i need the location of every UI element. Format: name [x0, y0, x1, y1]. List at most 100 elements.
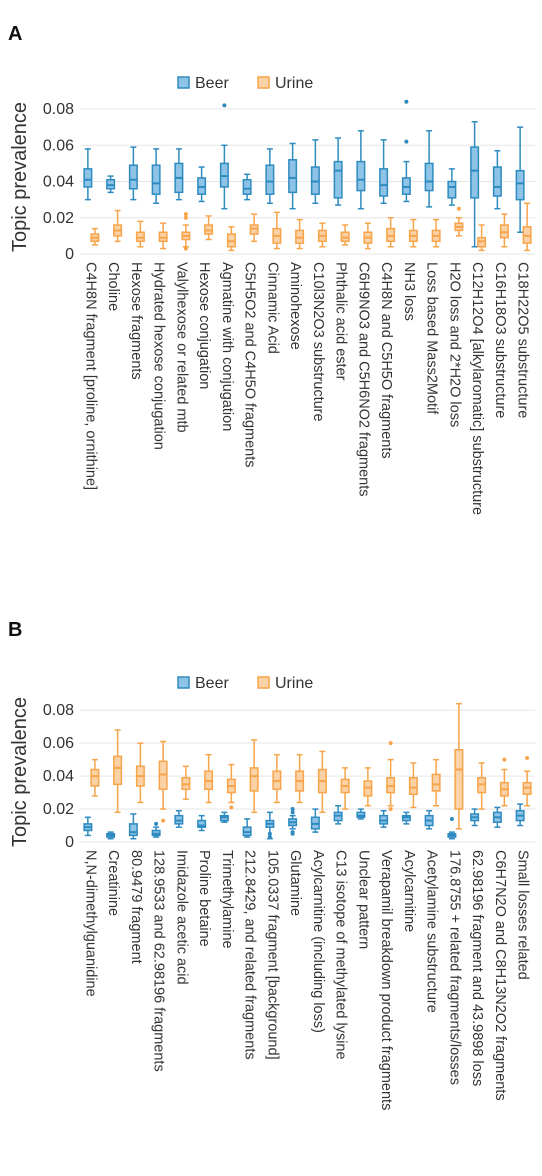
box-urine [90, 758, 100, 797]
box-urine [408, 762, 418, 809]
outlier-point [161, 818, 166, 823]
box-urine [386, 217, 396, 248]
box-urine [272, 753, 282, 804]
box-iqr [492, 166, 502, 197]
y-tick-label: 0.08 [43, 101, 74, 118]
box-beer [219, 103, 229, 210]
x-category-label: C6H9NO3 and C5H6NO2 fragments [355, 262, 371, 497]
x-category-label: Proline betaine [196, 850, 212, 947]
box-beer [470, 808, 480, 827]
outlier-point [404, 99, 409, 104]
box-urine [113, 209, 123, 243]
box-iqr [83, 168, 93, 188]
outlier-point [290, 830, 295, 835]
box-beer [401, 99, 411, 203]
box-urine [431, 218, 441, 248]
outlier-point [290, 810, 295, 815]
box-urine [181, 212, 191, 251]
box-urine [249, 739, 259, 814]
outlier-point [183, 212, 188, 217]
box-urine [522, 202, 532, 252]
outlier-point [388, 807, 393, 812]
outlier-point [290, 807, 295, 812]
box-iqr [128, 823, 138, 837]
y-tick-label: 0.04 [43, 174, 74, 191]
x-category-label: 176.8755 + related fragments/losses [446, 850, 462, 1085]
box-iqr [424, 162, 434, 192]
box-urine [499, 757, 509, 807]
box-urine [522, 756, 532, 807]
box-urine [272, 211, 282, 250]
box-beer [174, 809, 184, 828]
box-beer [83, 816, 93, 837]
box-beer [128, 146, 138, 201]
box-urine [340, 767, 350, 810]
x-category-label: Agmatine with conjugation [219, 262, 235, 431]
box-urine [226, 763, 236, 810]
box-beer [310, 139, 320, 205]
box-iqr [249, 767, 259, 792]
box-urine [317, 750, 327, 814]
legend-swatch-beer [177, 676, 190, 689]
legend-swatch-urine [257, 676, 270, 689]
x-category-label: C6H7N2O and C8H13N2O2 fragments [492, 850, 508, 1101]
x-category-label: C18H22O5 substructure [515, 262, 531, 418]
box-urine [340, 224, 350, 246]
outlier-point [525, 756, 530, 760]
box-beer [151, 821, 161, 838]
x-category-label: C4H8N fragment [proline, ornithine] [82, 262, 98, 490]
box-iqr [197, 819, 207, 828]
box-beer [356, 808, 366, 820]
x-category-label: C12H12O4 [alkylaromatic] substructure [469, 262, 485, 515]
box-urine [226, 226, 236, 252]
box-beer [288, 142, 298, 210]
box-urine [204, 753, 214, 804]
box-beer [83, 148, 93, 201]
box-beer [265, 811, 275, 840]
box-urine [158, 740, 168, 823]
x-category-label: Choline [105, 262, 121, 311]
box-iqr [128, 164, 138, 190]
y-tick-label: 0.06 [43, 137, 74, 154]
outlier-point [449, 816, 454, 821]
box-beer [424, 809, 434, 830]
box-beer [197, 814, 207, 832]
x-category-label: Acylcarnitine (including loss) [310, 850, 326, 1033]
box-iqr [265, 164, 275, 195]
box-urine [181, 765, 191, 800]
y-tick-label: 0 [65, 834, 74, 851]
x-category-label: NH3 loss [401, 262, 417, 321]
box-urine [135, 742, 145, 804]
box-urine [113, 729, 123, 814]
box-beer [219, 811, 229, 823]
x-category-label: C10l3N2O3 substructure [310, 262, 326, 422]
x-category-label: 80.9479 fragment [128, 850, 144, 964]
x-category-label: Cinnamic Acid [264, 262, 280, 354]
box-beer [151, 148, 161, 205]
box-urine [158, 222, 168, 250]
x-category-label: C5H5O2 and C4H5O fragments [242, 262, 258, 468]
box-iqr [408, 777, 418, 795]
x-category-label: Small losses related [515, 850, 531, 980]
box-iqr [379, 168, 389, 197]
legend-label-urine: Urine [275, 75, 313, 92]
y-tick-label: 0 [65, 246, 74, 263]
box-beer [515, 803, 525, 827]
panel-a: A Beer Urine 0 0.02 0.04 0.06 0.08 Topic prevale… [8, 23, 535, 515]
box-urine [295, 753, 305, 804]
box-iqr [151, 164, 161, 195]
box-beer [447, 816, 457, 840]
outlier-point [267, 835, 272, 840]
panel-letter: B [8, 619, 22, 641]
box-urine [90, 227, 100, 246]
y-tick-label: 0.02 [43, 210, 74, 227]
x-category-label: 212.8429, and related fragments [242, 850, 258, 1060]
y-tick-label: 0.02 [43, 801, 74, 818]
box-beer [174, 148, 184, 201]
box-beer [447, 168, 457, 206]
outlier-point [502, 757, 507, 762]
box-beer [106, 831, 116, 840]
x-category-label: Loss based Mass2Motif [424, 262, 440, 415]
x-category-label: Hexose fragments [128, 262, 144, 380]
